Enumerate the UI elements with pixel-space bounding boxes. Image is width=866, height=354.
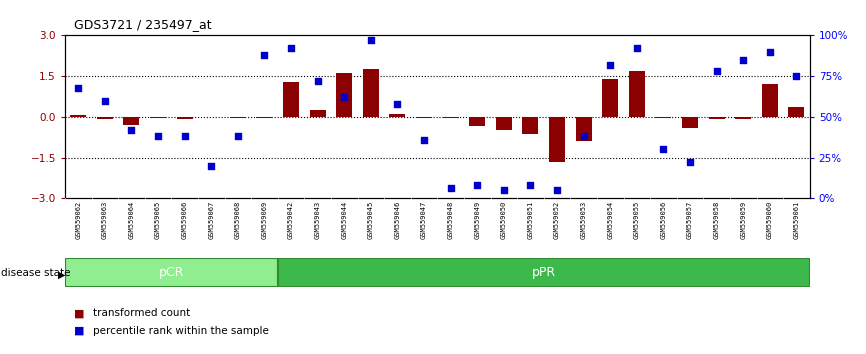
Bar <box>735 117 751 119</box>
Bar <box>576 117 591 141</box>
Point <box>231 133 245 139</box>
Point <box>443 185 457 191</box>
Point <box>497 187 511 193</box>
Text: GSM559061: GSM559061 <box>793 201 799 240</box>
Text: GSM559052: GSM559052 <box>554 201 560 240</box>
Point <box>284 46 298 51</box>
Point <box>337 95 351 100</box>
Point <box>364 38 378 43</box>
Bar <box>177 117 192 119</box>
Bar <box>469 117 485 126</box>
Text: GSM559056: GSM559056 <box>661 201 667 240</box>
Text: GSM559059: GSM559059 <box>740 201 746 240</box>
Bar <box>522 117 539 135</box>
Point <box>71 85 85 90</box>
Point <box>709 68 723 74</box>
Bar <box>443 117 459 118</box>
Point <box>391 101 404 107</box>
Text: GDS3721 / 235497_at: GDS3721 / 235497_at <box>74 18 211 31</box>
Bar <box>124 117 139 125</box>
Bar <box>70 115 87 117</box>
Text: GSM559048: GSM559048 <box>448 201 454 240</box>
Text: GSM559053: GSM559053 <box>580 201 586 240</box>
Point <box>417 137 431 142</box>
Point <box>204 163 218 169</box>
Point <box>311 78 325 84</box>
Point <box>125 127 139 133</box>
Point <box>470 182 484 188</box>
Text: pPR: pPR <box>532 266 556 279</box>
Point <box>577 133 591 139</box>
Text: ■: ■ <box>74 326 84 336</box>
Bar <box>97 117 113 119</box>
Text: GSM559054: GSM559054 <box>607 201 613 240</box>
Text: percentile rank within the sample: percentile rank within the sample <box>93 326 268 336</box>
Bar <box>283 81 299 117</box>
Bar <box>65 258 278 287</box>
Text: GSM559046: GSM559046 <box>394 201 400 240</box>
Bar <box>549 117 565 161</box>
Text: GSM559045: GSM559045 <box>368 201 374 240</box>
Point <box>683 160 697 165</box>
Bar <box>256 117 273 118</box>
Text: GSM559068: GSM559068 <box>235 201 241 240</box>
Text: GSM559064: GSM559064 <box>128 201 134 240</box>
Bar <box>762 84 778 117</box>
Bar <box>788 107 805 117</box>
Point <box>604 62 617 68</box>
Point <box>736 57 750 63</box>
Text: GSM559060: GSM559060 <box>766 201 772 240</box>
Text: GSM559062: GSM559062 <box>75 201 81 240</box>
Bar <box>682 117 698 128</box>
Text: GSM559050: GSM559050 <box>501 201 507 240</box>
Point <box>523 182 537 188</box>
Text: GSM559047: GSM559047 <box>421 201 427 240</box>
Text: GSM559067: GSM559067 <box>208 201 214 240</box>
Bar <box>602 79 618 117</box>
Bar <box>363 69 378 117</box>
Text: ▶: ▶ <box>58 269 66 279</box>
Text: GSM559051: GSM559051 <box>527 201 533 240</box>
Point <box>630 46 643 51</box>
Text: GSM559044: GSM559044 <box>341 201 347 240</box>
Bar <box>656 117 671 118</box>
Text: GSM559069: GSM559069 <box>262 201 268 240</box>
Point <box>98 98 112 103</box>
Point <box>763 49 777 55</box>
Point <box>178 133 191 139</box>
Text: GSM559049: GSM559049 <box>475 201 481 240</box>
Text: GSM559057: GSM559057 <box>687 201 693 240</box>
Bar <box>390 114 405 117</box>
Point <box>257 52 271 58</box>
Text: GSM559055: GSM559055 <box>634 201 640 240</box>
Text: GSM559042: GSM559042 <box>288 201 294 240</box>
Text: ■: ■ <box>74 308 84 318</box>
Bar <box>336 73 352 117</box>
Point <box>790 73 804 79</box>
Text: GSM559063: GSM559063 <box>102 201 108 240</box>
Bar <box>708 117 725 119</box>
Text: pCR: pCR <box>158 266 184 279</box>
Bar <box>496 117 512 130</box>
Bar <box>629 71 645 117</box>
Bar <box>150 117 166 118</box>
Text: transformed count: transformed count <box>93 308 190 318</box>
Bar <box>229 117 246 118</box>
Bar <box>310 110 326 117</box>
Bar <box>204 117 219 118</box>
Text: GSM559043: GSM559043 <box>314 201 320 240</box>
Point <box>550 187 564 193</box>
Text: GSM559066: GSM559066 <box>182 201 188 240</box>
Bar <box>416 117 432 118</box>
Point <box>151 133 165 139</box>
Bar <box>278 258 810 287</box>
Text: GSM559058: GSM559058 <box>714 201 720 240</box>
Text: GSM559065: GSM559065 <box>155 201 161 240</box>
Text: disease state: disease state <box>1 268 70 278</box>
Point <box>656 147 670 152</box>
